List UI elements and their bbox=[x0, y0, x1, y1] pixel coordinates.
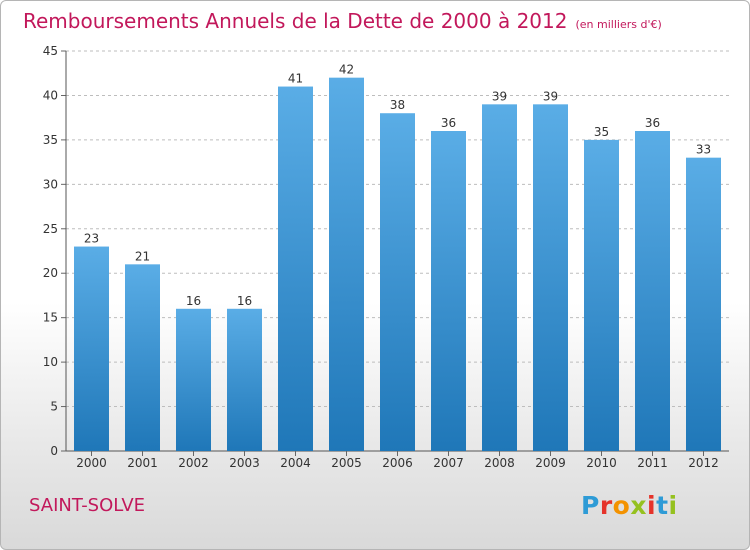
data-label: 16 bbox=[237, 294, 252, 308]
proxiti-logo: Proxiti bbox=[581, 491, 678, 520]
data-label: 33 bbox=[696, 143, 711, 157]
bar bbox=[380, 113, 415, 451]
x-tick-label: 2010 bbox=[586, 456, 617, 470]
data-label: 35 bbox=[594, 125, 609, 139]
y-tick-label: 40 bbox=[43, 88, 58, 102]
y-tick-label: 10 bbox=[43, 355, 58, 369]
bar bbox=[176, 308, 211, 451]
logo-letter: i bbox=[647, 491, 657, 520]
y-tick-label: 5 bbox=[50, 400, 58, 414]
x-tick-label: 2009 bbox=[535, 456, 566, 470]
x-tick-label: 2003 bbox=[229, 456, 260, 470]
logo-letter: t bbox=[656, 491, 669, 520]
bar bbox=[635, 131, 670, 451]
x-tick-label: 2006 bbox=[382, 456, 413, 470]
data-label: 38 bbox=[390, 98, 405, 112]
chart-title: Remboursements Annuels de la Dette de 20… bbox=[23, 9, 662, 33]
y-tick-label: 20 bbox=[43, 266, 58, 280]
x-tick-label: 2002 bbox=[178, 456, 209, 470]
title-text: Remboursements Annuels de la Dette de 20… bbox=[23, 9, 568, 33]
x-tick-label: 2011 bbox=[637, 456, 668, 470]
data-label: 36 bbox=[441, 116, 456, 130]
x-tick-label: 2005 bbox=[331, 456, 362, 470]
y-tick-label: 45 bbox=[43, 44, 58, 58]
data-label: 21 bbox=[135, 249, 150, 263]
logo-letter: o bbox=[612, 491, 631, 520]
data-label: 23 bbox=[84, 232, 99, 246]
y-tick-label: 0 bbox=[50, 444, 58, 458]
data-label: 39 bbox=[543, 89, 558, 103]
x-tick-label: 2008 bbox=[484, 456, 515, 470]
bar bbox=[329, 77, 364, 452]
data-label: 16 bbox=[186, 294, 201, 308]
logo-letter: r bbox=[599, 491, 613, 520]
y-tick-label: 25 bbox=[43, 222, 58, 236]
y-tick-label: 30 bbox=[43, 177, 58, 191]
x-tick-label: 2000 bbox=[76, 456, 107, 470]
bar bbox=[227, 308, 262, 451]
x-tick-label: 2007 bbox=[433, 456, 464, 470]
x-tick-label: 2004 bbox=[280, 456, 311, 470]
logo-letter: x bbox=[630, 491, 647, 520]
x-tick-label: 2001 bbox=[127, 456, 158, 470]
x-tick-label: 2012 bbox=[688, 456, 719, 470]
data-label: 36 bbox=[645, 116, 660, 130]
y-tick-label: 15 bbox=[43, 311, 58, 325]
data-label: 42 bbox=[339, 63, 354, 77]
unit-label: (en milliers d'€) bbox=[575, 18, 662, 31]
bar bbox=[584, 139, 619, 451]
bar bbox=[431, 131, 466, 451]
data-label: 39 bbox=[492, 89, 507, 103]
bar bbox=[686, 157, 721, 451]
logo-letter: i bbox=[668, 491, 678, 520]
logo-letter: P bbox=[581, 491, 600, 520]
bar bbox=[278, 86, 313, 452]
bar bbox=[74, 246, 109, 451]
data-label: 41 bbox=[288, 72, 303, 86]
commune-name: SAINT-SOLVE bbox=[29, 495, 146, 516]
bar bbox=[533, 104, 568, 451]
bar bbox=[125, 264, 160, 451]
bar bbox=[482, 104, 517, 451]
y-tick-label: 35 bbox=[43, 133, 58, 147]
